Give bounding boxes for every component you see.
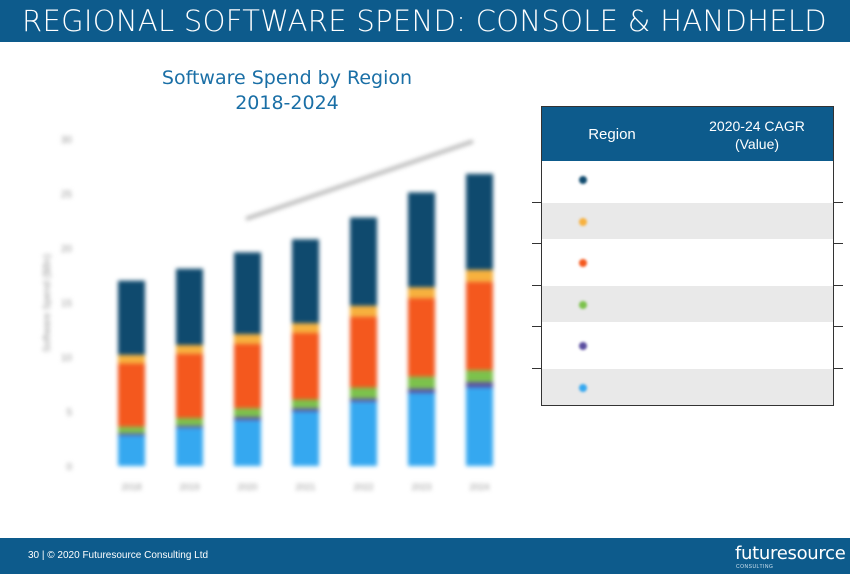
chart-title-line2: 2018-2024 [235,92,339,114]
bar-segment [234,343,261,409]
region-swatch [579,342,587,350]
bar-segment [234,420,261,466]
row-divider-right [833,284,843,286]
bar-segment [234,334,261,344]
bar-segment [118,363,145,427]
y-axis-title: Software Spend ($Bn) [42,254,53,352]
y-tick-label: 25 [61,190,73,201]
chart-title: Software Spend by Region 2018-2024 [130,66,444,116]
title-bar: REGIONAL SOFTWARE SPEND: CONSOLE & HANDH… [0,0,850,42]
bar-segment [176,418,203,426]
bar-segment [350,305,377,317]
bar-segment [234,408,261,417]
region-column-header: Region [588,126,636,143]
chart-body: 0 5 10 15 20 25 30 Software Spend ($Bn) 2018 2019… [42,135,493,492]
bar-segment [350,401,377,466]
futuresource-logo: futuresource [735,543,846,564]
row-divider-right [833,367,843,369]
bar-segment [466,281,493,371]
bar-segment [234,252,261,335]
bar-segment [408,392,435,466]
cagr-row [532,161,843,203]
bar-segment [118,280,145,355]
footer-bar: 30 | © 2020 Futuresource Consulting Ltd … [0,538,850,574]
bar-segment [176,425,203,428]
y-tick-label: 15 [61,299,73,310]
row-divider-left [532,326,542,327]
cagr-row [542,368,833,405]
row-divider-left [532,201,542,203]
bar-segment [234,416,261,421]
region-swatch [579,176,587,184]
cagr-column-header: 2020-24 CAGR (Value) [682,117,832,153]
region-swatch [579,383,587,392]
bar-segment [408,298,435,377]
y-tick-label: 20 [61,244,73,255]
x-tick-label: 2024 [469,482,489,492]
bar-segment [292,411,319,466]
bar-segment [408,388,435,393]
slide-title: REGIONAL SOFTWARE SPEND: CONSOLE & HANDH… [22,4,827,38]
bar-segment [176,427,203,466]
row-divider-right [833,201,843,203]
row-divider-right [833,326,843,327]
row-divider-left [532,367,542,369]
bar-segment [466,387,493,466]
y-tick-label: 5 [66,408,72,419]
row-divider-right [833,243,843,244]
bar-segment [176,268,203,346]
bar-segment [466,370,493,383]
bar-segment [292,333,319,400]
cagr-table-header: Region 2020-24 CAGR (Value) [542,107,833,161]
y-tick-label: 0 [66,462,72,473]
bar-segment [292,323,319,334]
bar-segment [408,192,435,288]
x-tick-label: 2020 [237,482,257,492]
bar-segment [292,408,319,412]
bar-segment [466,269,493,282]
bar-segment [408,287,435,299]
cagr-row [532,285,843,327]
bar-segment [350,316,377,388]
x-tick-label: 2018 [121,482,141,492]
row-divider-left [532,243,542,244]
y-tick-label: 10 [61,353,73,364]
cagr-row [532,327,843,369]
y-tick-label: 30 [61,135,73,146]
bar-segment [176,353,203,419]
bar-segment [118,433,145,436]
futuresource-logo-sub: CONSULTING [736,564,774,570]
region-swatch [579,259,587,267]
x-tick-label: 2021 [295,482,315,492]
footer-page-info: 30 | © 2020 Futuresource Consulting Ltd [28,550,209,561]
bar-segment [350,398,377,402]
bar-segment [466,173,493,270]
growth-arrow [245,139,474,221]
bar-segment [466,382,493,388]
bar-segment [176,345,203,354]
cagr-header-line1: 2020-24 CAGR [709,118,805,134]
bar-segment [292,399,319,409]
bar-segment [350,387,377,399]
bar-segment [118,426,145,434]
bar-segment [118,435,145,466]
bar-segment [408,376,435,389]
x-tick-label: 2022 [353,482,373,492]
cagr-row [532,244,843,286]
x-tick-label: 2019 [179,482,199,492]
bar-segment [350,217,377,306]
x-tick-label: 2023 [411,482,431,492]
row-divider-left [532,284,542,286]
region-swatch [579,217,587,226]
cagr-table: Region 2020-24 CAGR (Value) [532,106,843,406]
region-swatch [579,300,587,309]
cagr-row [532,202,843,244]
cagr-header-line2: (Value) [734,136,780,152]
stacked-bar-chart: 0 5 10 15 20 25 30 Software Spend ($Bn) 2018 2019… [42,135,493,492]
bar-segment [292,239,319,324]
bar-segment [118,354,145,364]
chart-title-line1: Software Spend by Region [161,67,413,89]
